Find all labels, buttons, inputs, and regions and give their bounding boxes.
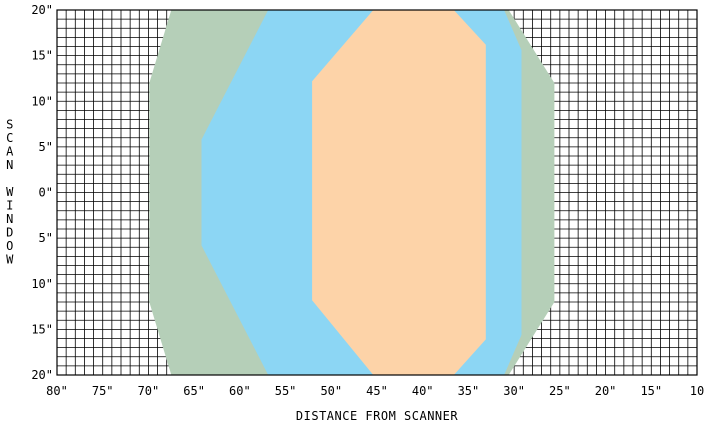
scan-zones [149, 10, 555, 375]
y-tick-label: 5" [39, 140, 53, 154]
scan-zone-3 [312, 10, 486, 375]
x-tick-label: 75" [92, 384, 114, 398]
y-tick-label: 10" [31, 277, 53, 291]
y-tick-label: 5" [39, 231, 53, 245]
x-axis-label: DISTANCE FROM SCANNER [296, 409, 458, 423]
plot-frame [56, 9, 698, 376]
x-tick-label: 65" [183, 384, 205, 398]
x-tick-label: 40" [412, 384, 434, 398]
x-tick-label: 80" [46, 384, 68, 398]
x-tick-label: 15" [640, 384, 662, 398]
y-tick-labels: 20" 15" 10" 5" 0" 5" 10" 15" 20" [31, 3, 53, 382]
x-tick-label: 20" [595, 384, 617, 398]
y-tick-label: 15" [31, 49, 53, 63]
x-tick-label: 50" [320, 384, 342, 398]
y-tick-label: 15" [31, 322, 53, 336]
x-tick-label: 10 [690, 384, 704, 398]
x-tick-label: 55" [275, 384, 297, 398]
y-tick-label: 20" [31, 3, 53, 17]
x-tick-label: 70" [138, 384, 160, 398]
y-tick-label: 0" [39, 186, 53, 200]
y-tick-label: 20" [31, 368, 53, 382]
x-tick-label: 60" [229, 384, 251, 398]
x-tick-label: 45" [366, 384, 388, 398]
y-tick-label: 10" [31, 94, 53, 108]
x-tick-label: 25" [549, 384, 571, 398]
x-tick-label: 30" [503, 384, 525, 398]
x-tick-labels: 80" 75" 70" 65" 60" 55" 50" 45" 40" 35" 30" 25" 20" 1… [46, 384, 704, 398]
x-tick-label: 35" [458, 384, 480, 398]
